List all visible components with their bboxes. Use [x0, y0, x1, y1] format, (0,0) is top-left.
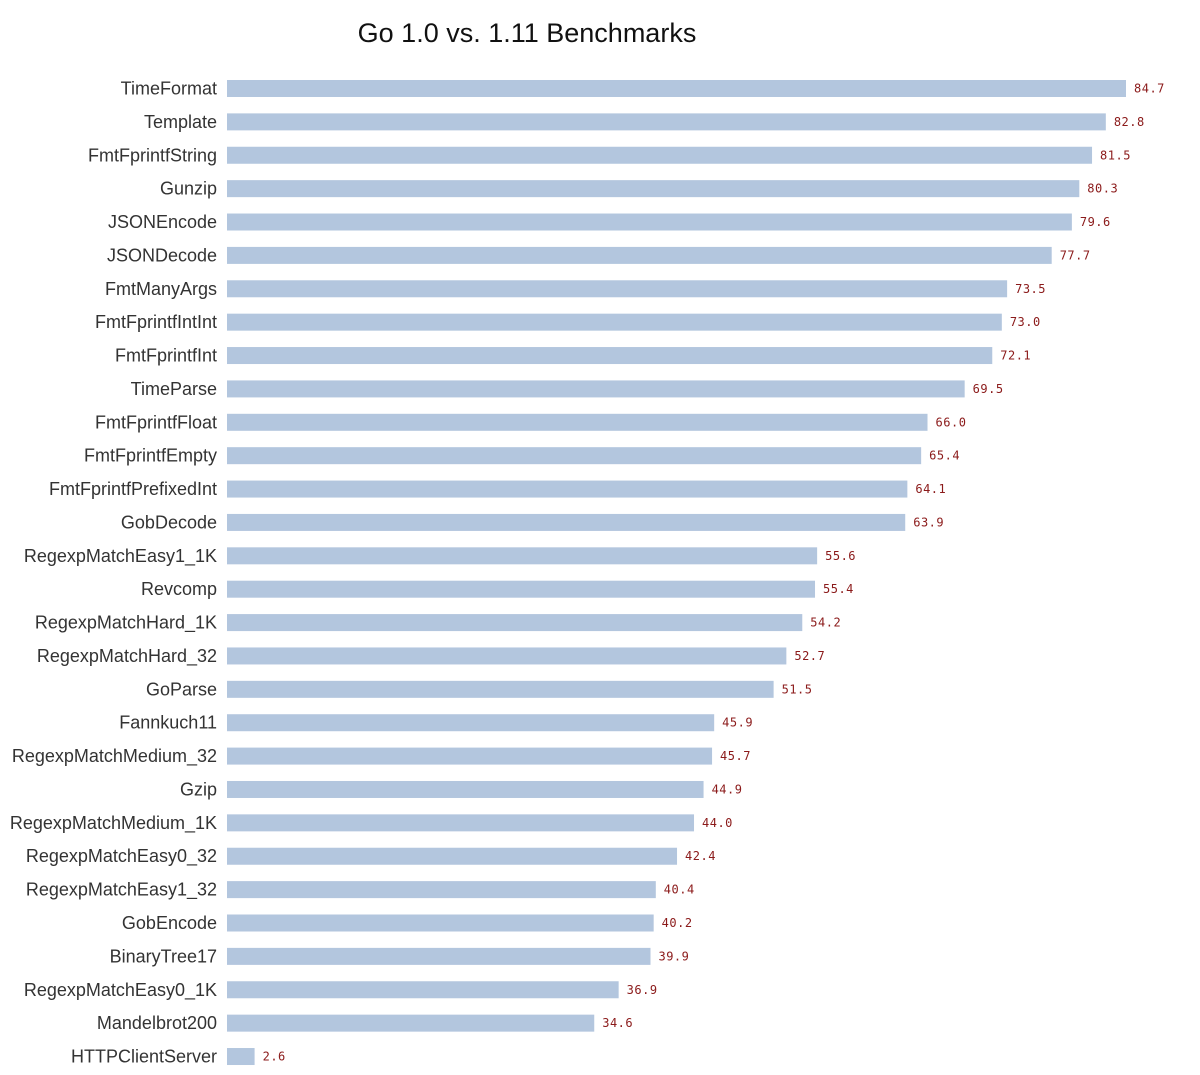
value-label: 79.6 — [1080, 215, 1111, 229]
category-label: RegexpMatchMedium_1K — [10, 813, 217, 834]
category-label: HTTPClientServer — [71, 1047, 217, 1067]
bar — [227, 647, 787, 665]
category-label: RegexpMatchEasy0_32 — [26, 846, 217, 867]
value-label: 42.4 — [685, 849, 716, 863]
value-label: 64.1 — [915, 482, 946, 496]
category-label: Revcomp — [141, 579, 217, 599]
value-label: 73.5 — [1015, 282, 1046, 296]
value-label: 80.3 — [1087, 182, 1118, 196]
value-label: 82.8 — [1114, 115, 1145, 129]
category-label: Fannkuch11 — [119, 713, 217, 733]
category-label: FmtFprintfEmpty — [84, 446, 217, 466]
value-label: 81.5 — [1100, 148, 1131, 162]
value-label: 63.9 — [913, 515, 944, 529]
bar — [227, 113, 1106, 131]
category-label: Template — [144, 112, 217, 132]
category-label: RegexpMatchEasy1_1K — [24, 546, 217, 567]
category-label: Mandelbrot200 — [97, 1013, 217, 1033]
value-label: 55.4 — [823, 582, 854, 596]
bar — [227, 1048, 255, 1066]
value-label: 45.9 — [722, 716, 753, 730]
value-label: 2.6 — [263, 1050, 286, 1064]
value-label: 44.9 — [712, 782, 743, 796]
category-label: JSONEncode — [108, 212, 217, 232]
category-label: FmtFprintfString — [88, 145, 217, 165]
value-label: 40.2 — [662, 916, 693, 930]
category-label: RegexpMatchMedium_32 — [12, 746, 217, 767]
value-label: 40.4 — [664, 883, 695, 897]
bar — [227, 80, 1126, 97]
value-label: 73.0 — [1010, 315, 1041, 329]
bar — [227, 447, 922, 465]
bar — [227, 413, 928, 431]
value-label: 77.7 — [1060, 248, 1091, 262]
category-label: TimeFormat — [121, 79, 217, 99]
value-label: 54.2 — [810, 616, 841, 630]
value-label: 69.5 — [973, 382, 1004, 396]
category-label: RegexpMatchHard_1K — [35, 613, 217, 634]
category-label: FmtFprintfIntInt — [95, 312, 217, 332]
bar — [227, 280, 1008, 298]
bar — [227, 981, 619, 999]
category-label: GobEncode — [122, 913, 217, 933]
bar — [227, 780, 704, 798]
category-label: FmtFprintfFloat — [95, 412, 217, 432]
value-label: 66.0 — [936, 415, 967, 429]
value-label: 65.4 — [929, 449, 960, 463]
category-label: FmtFprintfPrefixedInt — [49, 479, 217, 499]
category-label: Gzip — [180, 779, 217, 799]
bar — [227, 714, 715, 732]
value-label: 36.9 — [627, 983, 658, 997]
category-label: BinaryTree17 — [110, 946, 217, 966]
bar — [227, 1014, 595, 1032]
bar — [227, 947, 651, 965]
category-label: FmtFprintfInt — [115, 346, 217, 366]
bar — [227, 246, 1052, 264]
value-label: 52.7 — [794, 649, 825, 663]
bar — [227, 847, 678, 865]
bar — [227, 513, 906, 531]
bar — [227, 313, 1002, 331]
category-label: GoParse — [146, 679, 217, 699]
bar — [227, 614, 803, 632]
category-label: RegexpMatchEasy0_1K — [24, 980, 217, 1001]
bar — [227, 747, 713, 765]
chart-title: Go 1.0 vs. 1.11 Benchmarks — [357, 18, 697, 48]
category-label: FmtManyArgs — [105, 279, 217, 299]
bar — [227, 881, 656, 899]
value-label: 39.9 — [658, 949, 689, 963]
bar — [227, 547, 818, 565]
bar — [227, 146, 1093, 164]
value-label: 51.5 — [782, 682, 813, 696]
bar — [227, 680, 774, 698]
value-label: 44.0 — [702, 816, 733, 830]
category-label: TimeParse — [131, 379, 217, 399]
value-label: 45.7 — [720, 749, 751, 763]
bar — [227, 180, 1080, 198]
bar — [227, 580, 816, 598]
category-label: RegexpMatchEasy1_32 — [26, 880, 217, 901]
bar — [227, 814, 695, 832]
bar — [227, 480, 908, 498]
category-label: Gunzip — [160, 179, 217, 199]
bar — [227, 380, 965, 398]
value-label: 72.1 — [1000, 349, 1031, 363]
bar — [227, 213, 1072, 231]
value-label: 55.6 — [825, 549, 856, 563]
value-label: 34.6 — [602, 1016, 633, 1030]
category-label: GobDecode — [121, 512, 217, 532]
value-label: 84.7 — [1134, 82, 1165, 96]
category-label: RegexpMatchHard_32 — [37, 646, 217, 667]
category-label: JSONDecode — [107, 245, 217, 265]
bar — [227, 914, 654, 932]
bar — [227, 347, 993, 365]
